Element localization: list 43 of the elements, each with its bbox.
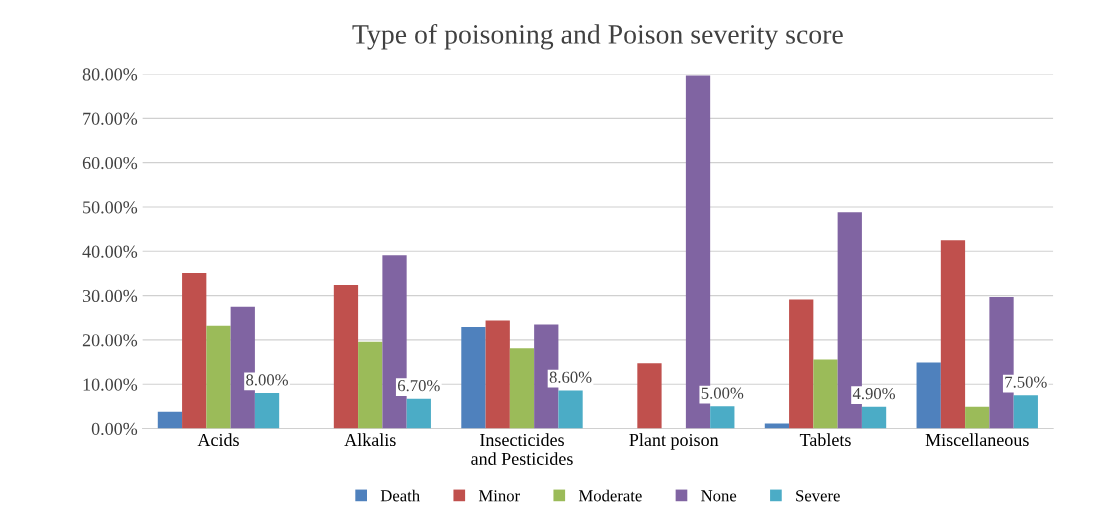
bar <box>358 341 383 429</box>
bar <box>485 320 510 429</box>
legend-label: Minor <box>478 490 520 502</box>
bar <box>789 299 814 429</box>
y-tick-label: 30.00% <box>82 289 138 303</box>
data-label: 8.60% <box>549 371 592 383</box>
bar <box>965 406 990 429</box>
y-tick-label: 60.00% <box>82 156 138 170</box>
data-label: 8.00% <box>246 374 288 386</box>
x-tick-label: Acids <box>197 433 239 447</box>
data-label: 4.90% <box>852 387 896 400</box>
legend-label: Moderate <box>578 489 642 502</box>
bar <box>157 411 183 429</box>
y-tick-label: 50.00% <box>83 201 138 214</box>
y-tick-label: 40.00% <box>82 245 138 258</box>
bar <box>861 406 887 429</box>
bar <box>813 359 838 429</box>
y-tick-label: 20.00% <box>82 334 138 347</box>
legend-label: Severe <box>796 490 840 502</box>
y-tick-label: 10.00% <box>83 378 138 391</box>
y-tick-label: 70.00% <box>83 112 138 125</box>
data-label: 7.50% <box>1005 376 1047 388</box>
bar <box>333 284 359 429</box>
x-tick-label: Insecticides and Pesticides <box>471 433 573 465</box>
bar <box>916 362 941 429</box>
bar <box>206 325 231 429</box>
bar <box>637 363 662 429</box>
x-tick-label: Plant poison <box>629 433 719 450</box>
x-tick-label: Alkalis <box>344 433 396 447</box>
bar <box>509 348 535 429</box>
bar <box>461 327 486 429</box>
data-label: 5.00% <box>701 387 744 399</box>
bar <box>710 406 735 429</box>
chart-title: Type of poisoning and Poison severity score <box>352 23 843 50</box>
bar <box>940 240 966 429</box>
legend-label: Death <box>380 489 420 502</box>
x-tick-label: Tablets <box>799 433 851 447</box>
y-tick-label: 80.00% <box>82 68 138 81</box>
legend-label: None <box>701 490 737 502</box>
data-label: 6.70% <box>397 380 440 392</box>
bar <box>182 272 207 429</box>
y-tick-label: 0.00% <box>91 422 138 436</box>
x-tick-label: Miscellaneous <box>925 433 1029 447</box>
